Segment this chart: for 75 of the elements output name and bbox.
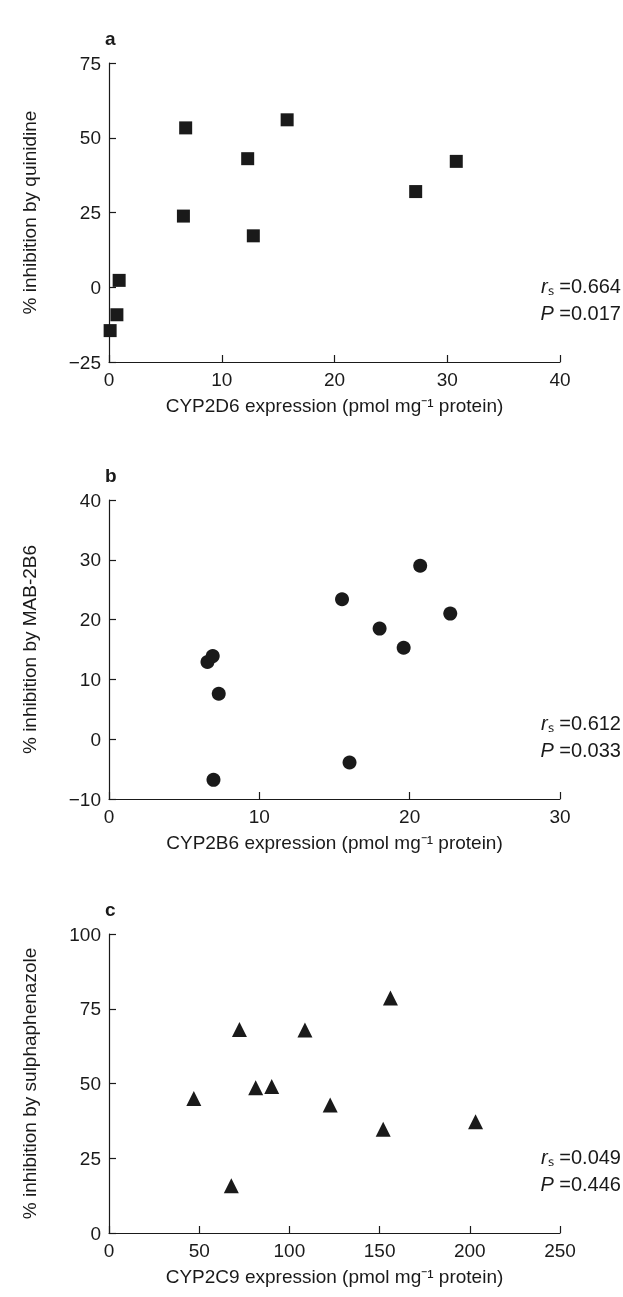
point [205, 649, 220, 664]
x-tick-label: 10 [211, 369, 233, 390]
annotation: rₛ =0.049 [541, 1146, 622, 1168]
y-tick-label: 20 [79, 609, 101, 631]
y-tick-label: −25 [68, 351, 101, 373]
x-tick-label: 50 [188, 1240, 210, 1261]
point [372, 621, 387, 636]
point [297, 1022, 313, 1038]
y-tick-label: 25 [79, 202, 101, 223]
chart-title: a [105, 28, 116, 49]
x-tick-label: 200 [453, 1240, 486, 1261]
point [211, 686, 226, 701]
point [382, 990, 398, 1006]
point [396, 640, 411, 655]
point [103, 324, 117, 338]
x-tick-label: 30 [549, 806, 571, 827]
y-tick-label: 50 [79, 127, 101, 149]
x-tick-label: 20 [399, 806, 421, 827]
annotation: P =0.033 [540, 739, 622, 761]
point [248, 1080, 264, 1096]
annotation: rₛ =0.664 [541, 275, 622, 297]
annotation: P =0.446 [540, 1173, 622, 1195]
point [179, 121, 193, 135]
point [264, 1078, 280, 1094]
x-tick-label: 250 [544, 1240, 576, 1261]
point [375, 1121, 391, 1137]
point [335, 592, 350, 607]
annotation: rₛ =0.612 [541, 712, 622, 734]
x-tick-label: 0 [103, 1240, 115, 1261]
point [231, 1021, 247, 1037]
point [112, 273, 126, 287]
point [246, 229, 260, 243]
y-tick-label: 75 [79, 998, 101, 1020]
chart-title: c [105, 899, 116, 920]
y-axis-title: % inhibition by quinidine [19, 110, 40, 315]
y-axis-title: % inhibition by sulphaphenazole [19, 947, 40, 1220]
x-tick-label: 30 [436, 369, 458, 390]
point [449, 154, 463, 168]
y-tick-label: 30 [79, 549, 101, 571]
point [110, 308, 124, 322]
point [186, 1090, 202, 1106]
x-tick-label: 0 [103, 369, 115, 390]
point [409, 185, 423, 199]
point [241, 152, 255, 166]
point [342, 755, 357, 770]
x-axis-title: CYP2C9 expression (pmol mg⁻¹ protein) [165, 1266, 504, 1287]
x-axis-title: CYP2B6 expression (pmol mg⁻¹ protein) [166, 832, 503, 853]
y-tick-label: 40 [79, 489, 101, 511]
point [322, 1097, 338, 1113]
point [206, 772, 221, 787]
chart-title: b [105, 465, 117, 486]
x-tick-label: 40 [549, 369, 571, 390]
point [468, 1114, 484, 1130]
y-tick-label: 25 [79, 1147, 101, 1169]
point [223, 1178, 239, 1194]
point [413, 558, 428, 573]
y-tick-label: 75 [79, 52, 101, 74]
y-tick-label: 10 [79, 668, 101, 690]
y-tick-label: 50 [79, 1073, 101, 1094]
point [280, 113, 294, 127]
y-tick-label: 0 [90, 276, 101, 298]
x-tick-label: 150 [363, 1240, 396, 1261]
point [176, 209, 190, 223]
y-tick-label: 0 [90, 1222, 101, 1244]
x-tick-label: 10 [248, 806, 270, 827]
x-axis-title: CYP2D6 expression (pmol mg⁻¹ protein) [165, 395, 504, 416]
y-tick-label: 100 [69, 923, 101, 945]
y-tick-label: 0 [90, 728, 101, 750]
y-tick-label: −10 [68, 788, 101, 810]
x-tick-label: 20 [323, 369, 346, 390]
y-axis-title: % inhibition by MAB-2B6 [19, 544, 40, 755]
point [443, 606, 458, 621]
x-tick-label: 0 [103, 806, 115, 827]
x-tick-label: 100 [273, 1240, 306, 1261]
annotation: P =0.017 [540, 302, 622, 324]
